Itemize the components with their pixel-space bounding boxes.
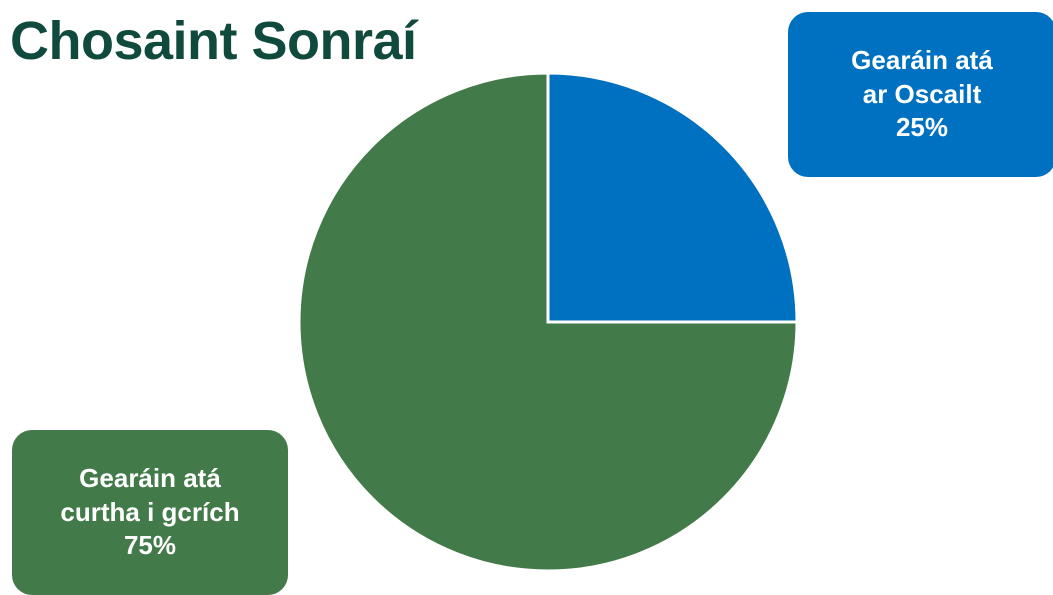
data-label-open-percent: 25% [895, 112, 949, 143]
pie-slice-open-complaints [546, 71, 799, 324]
data-label-closed-line-2: curtha i gcrích [60, 496, 240, 527]
data-label-open-line-2: ar Oscailt [862, 78, 982, 109]
data-label-open-complaints: Gearáin atá ar Oscailt 25% [788, 12, 1053, 177]
pie-slices [297, 71, 799, 573]
chart-title: Chosaint Sonraí [10, 11, 417, 71]
data-label-closed-line-1: Gearáin atá [79, 462, 221, 493]
pie-slice-closed-complaints [297, 71, 799, 573]
data-label-open-line-1: Gearáin atá [851, 44, 993, 75]
data-label-closed-percent: 75% [123, 530, 177, 561]
data-label-closed-complaints: Gearáin atá curtha i gcrích 75% [12, 430, 288, 595]
